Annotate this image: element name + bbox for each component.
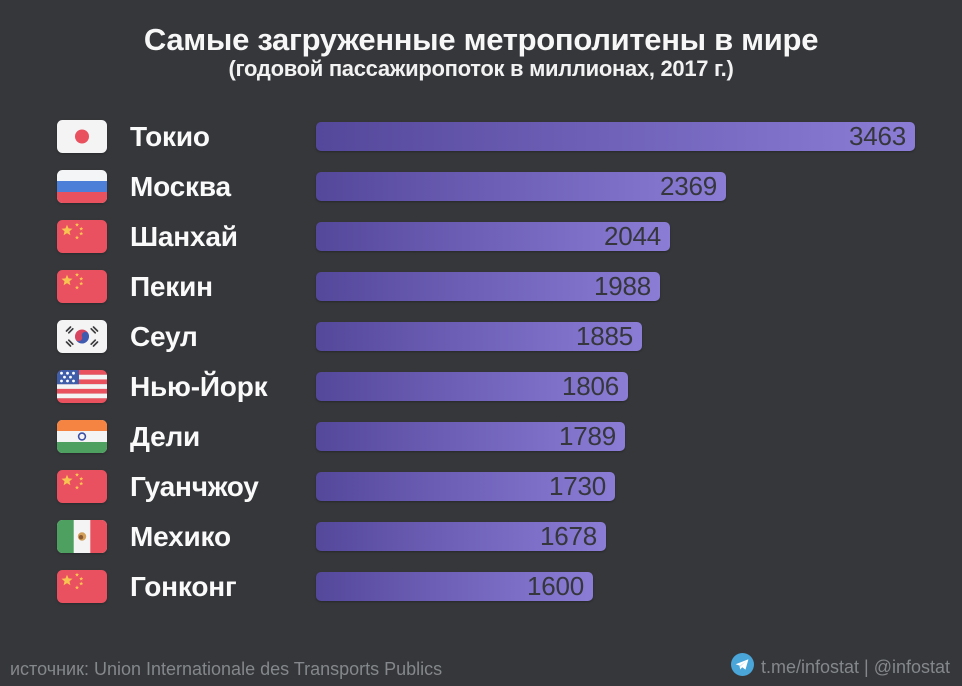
bar-value-label: 1988 [593, 271, 651, 301]
bar-value-label: 1730 [548, 471, 606, 501]
city-label: Москва [130, 171, 231, 202]
city-label: Шанхай [130, 221, 238, 252]
city-label: Гонконг [130, 571, 237, 602]
city-label: Сеул [130, 321, 198, 352]
city-label: Пекин [130, 271, 213, 302]
metro-row: Нью-Йорк 1806 [0, 362, 962, 412]
metro-row: Пекин 1988 [0, 262, 962, 312]
bar-value-label: 1789 [558, 421, 616, 451]
bar-value-label: 2369 [659, 171, 717, 201]
metro-row: Гуанчжоу 1730 [0, 462, 962, 512]
bar-value-label: 1678 [539, 521, 597, 551]
bar-value-label: 3463 [848, 121, 906, 151]
metro-row: Шанхай 2044 [0, 212, 962, 262]
flag-icon-south-korea [57, 320, 107, 353]
metro-row: Сеул 1885 [0, 312, 962, 362]
bar-value-label: 1885 [575, 321, 633, 351]
city-label: Токио [130, 121, 210, 152]
passenger-bar: 1988 [316, 272, 660, 301]
source-text: источник: Union Internationale des Trans… [10, 659, 443, 679]
flag-icon-usa [57, 370, 107, 403]
passenger-bar: 1806 [316, 372, 628, 401]
flag-icon-china [57, 570, 107, 603]
city-label: Дели [130, 421, 201, 452]
city-label: Гуанчжоу [130, 471, 259, 502]
city-label: Нью-Йорк [130, 371, 268, 402]
flag-icon-china [57, 220, 107, 253]
passenger-bar: 1678 [316, 522, 606, 551]
metro-row: Токио 3463 [0, 112, 962, 162]
flag-icon-india [57, 420, 107, 453]
bar-value-label: 1806 [561, 371, 619, 401]
telegram-credit: t.me/infostat | @infostat [730, 653, 950, 681]
footer: источник: Union Internationale des Trans… [0, 650, 962, 686]
passenger-bar: 1600 [316, 572, 593, 601]
bar-value-label: 2044 [603, 221, 661, 251]
flag-icon-russia [57, 170, 107, 203]
flag-icon-china [57, 270, 107, 303]
chart-subtitle: (годовой пассажиропоток в миллионах, 201… [228, 56, 734, 81]
passenger-bar: 2044 [316, 222, 670, 251]
telegram-handle: t.me/infostat | @infostat [760, 656, 950, 677]
bar-value-label: 1600 [526, 571, 584, 601]
passenger-bar: 1730 [316, 472, 615, 501]
passenger-bar: 1885 [316, 322, 642, 351]
chart-rows: Токио 3463 Москва 2369 Шанхай 2044 Пекин 1988 С… [0, 112, 962, 612]
metro-row: Мехико 1678 [0, 512, 962, 562]
passenger-bar: 3463 [316, 122, 915, 151]
city-label: Мехико [130, 521, 231, 552]
chart-title: Самые загруженные метрополитены в мире [143, 22, 819, 57]
passenger-bar: 1789 [316, 422, 625, 451]
metro-row: Москва 2369 [0, 162, 962, 212]
passenger-bar: 2369 [316, 172, 726, 201]
flag-icon-mexico [57, 520, 107, 553]
telegram-icon [730, 653, 754, 681]
flag-icon-china [57, 470, 107, 503]
metro-row: Дели 1789 [0, 412, 962, 462]
flag-icon-japan [57, 120, 107, 153]
metro-row: Гонконг 1600 [0, 562, 962, 612]
